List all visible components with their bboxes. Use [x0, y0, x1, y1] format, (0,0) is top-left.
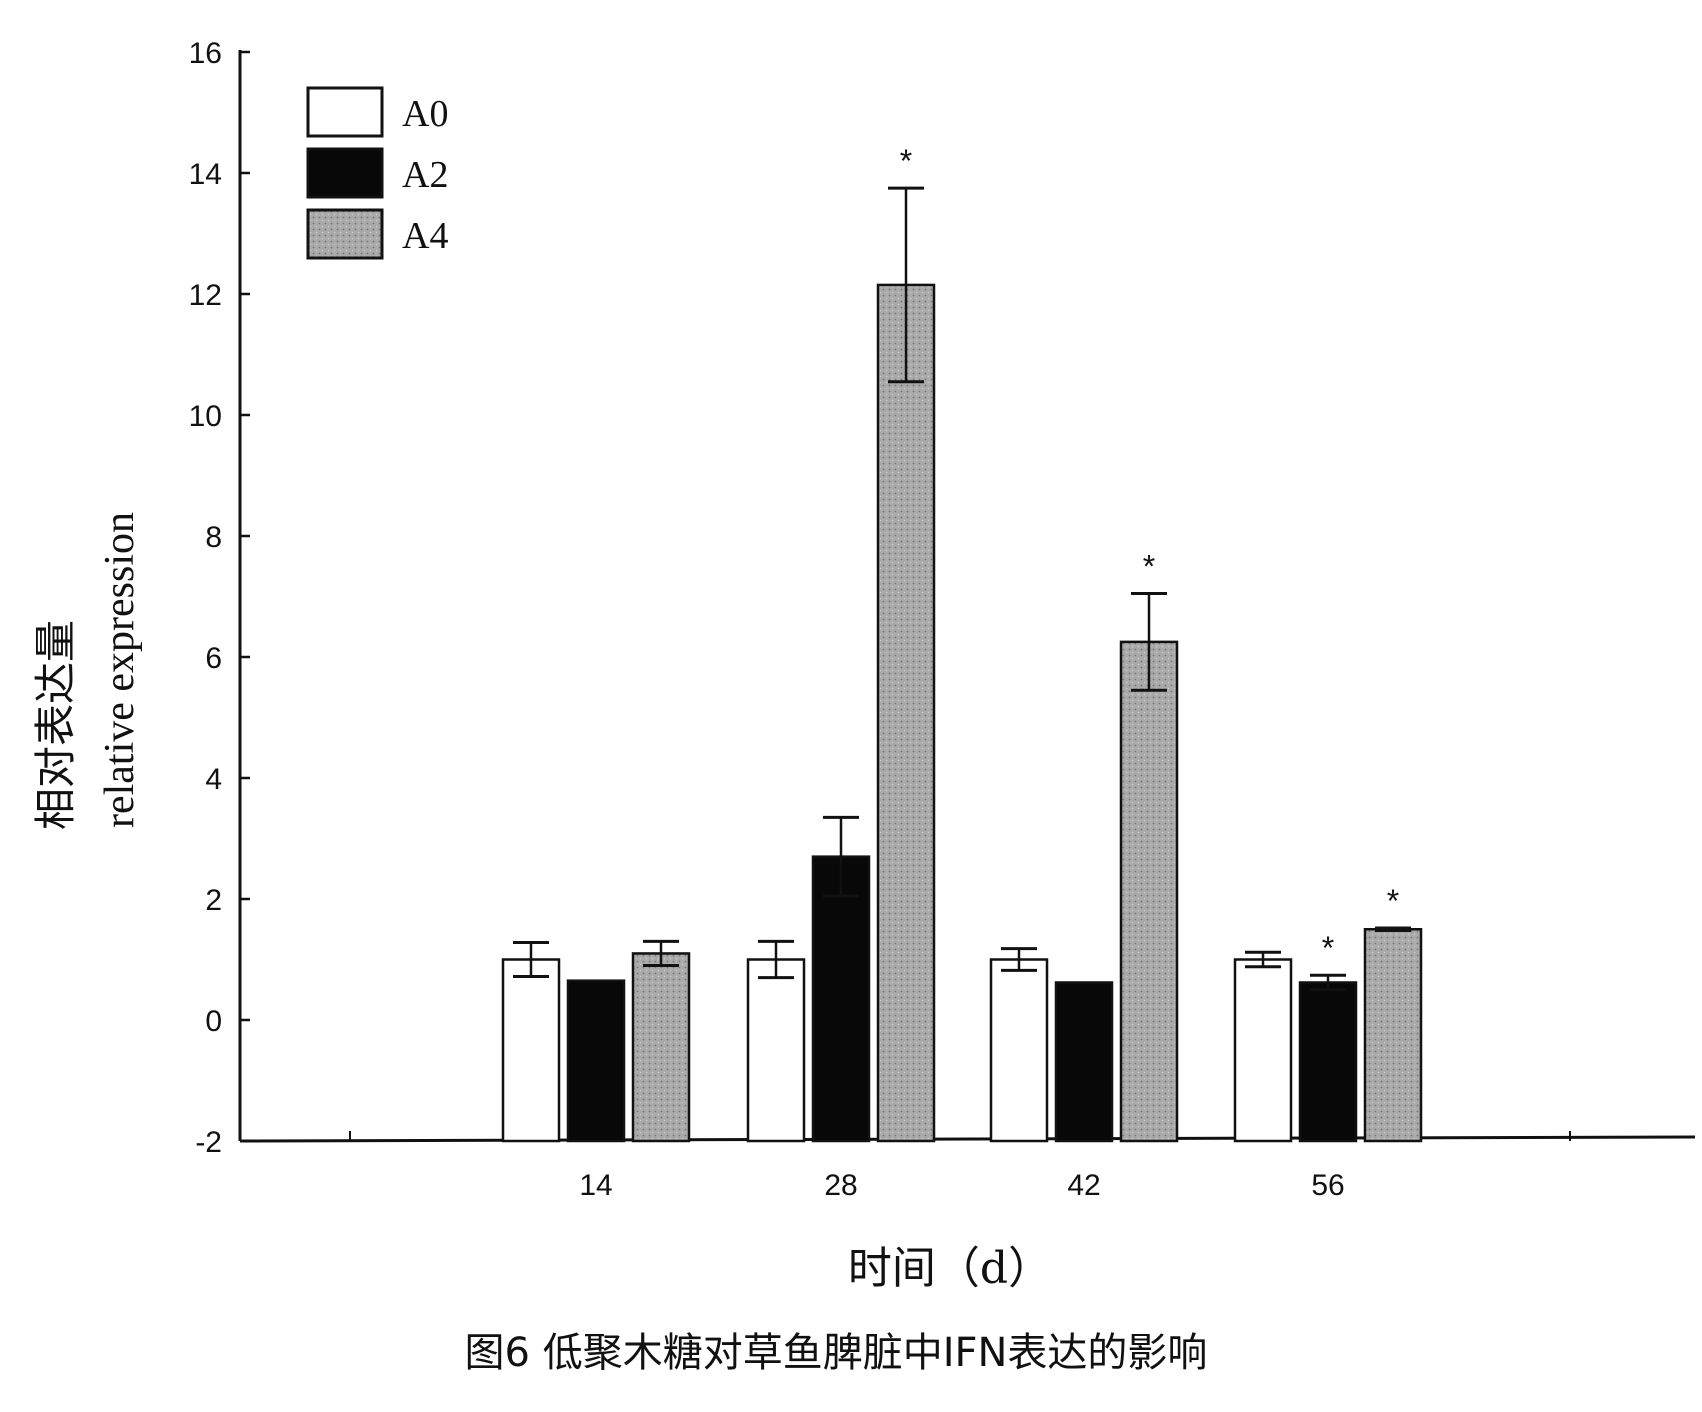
- bar-a4-14: [631, 952, 691, 1143]
- bar-a0-42: [989, 958, 1049, 1143]
- bar-a4-28: [876, 283, 936, 1143]
- bars: * * * *: [501, 143, 1423, 1143]
- y-tick-label: 10: [189, 400, 222, 433]
- legend-label-a4: A4: [402, 215, 448, 257]
- y-tick-label: 6: [205, 642, 222, 675]
- y-tick-label: 0: [205, 1005, 222, 1038]
- bar-a2-56: [1298, 981, 1358, 1143]
- bar-a0-28: [746, 958, 806, 1143]
- x-tick-label: 42: [1067, 1169, 1100, 1202]
- axes: -2 0 2 4 6 8 10 12 14 16 14 28 42 56: [189, 37, 1696, 1202]
- y-tick-label: 8: [205, 521, 222, 554]
- y-tick-label: 16: [189, 37, 222, 70]
- bar-a0-56: [1233, 958, 1293, 1143]
- significance-star: *: [1322, 930, 1334, 966]
- y-axis-title-chinese: 相对表达量: [34, 620, 80, 830]
- y-tick-label: 14: [189, 158, 222, 191]
- significance-star: *: [1143, 548, 1155, 584]
- legend-swatch-a2: [306, 147, 384, 199]
- x-axis-line: [239, 1135, 1696, 1143]
- legend-swatch-a4: [306, 208, 384, 260]
- y-tick-label: 4: [205, 763, 222, 796]
- y-tick-label: 2: [205, 884, 222, 917]
- significance-star: *: [1387, 883, 1399, 919]
- significance-star: *: [900, 143, 912, 179]
- figure-caption: 图6 低聚木糖对草鱼脾脏中IFN表达的影响: [465, 1330, 1208, 1376]
- legend-label-a0: A0: [402, 93, 448, 135]
- x-axis-title: 时间（d）: [848, 1243, 1052, 1294]
- bar-a2-42: [1054, 981, 1114, 1143]
- legend: A0 A2 A4: [306, 86, 448, 260]
- bar-a2-14: [566, 979, 626, 1143]
- bar-a2-28: [811, 855, 871, 1143]
- bar-a0-14: [501, 958, 561, 1143]
- x-tick-label: 14: [579, 1169, 612, 1202]
- x-tick-label: 56: [1311, 1169, 1344, 1202]
- x-tick-label: 28: [824, 1169, 857, 1202]
- bar-a4-42: [1119, 640, 1179, 1143]
- y-axis-title-english: relative expression: [97, 512, 143, 828]
- legend-swatch-a0: [306, 86, 384, 138]
- y-tick-label: -2: [195, 1126, 222, 1159]
- legend-label-a2: A2: [402, 154, 448, 196]
- bar-a4-56: [1363, 928, 1423, 1143]
- y-tick-label: 12: [189, 279, 222, 312]
